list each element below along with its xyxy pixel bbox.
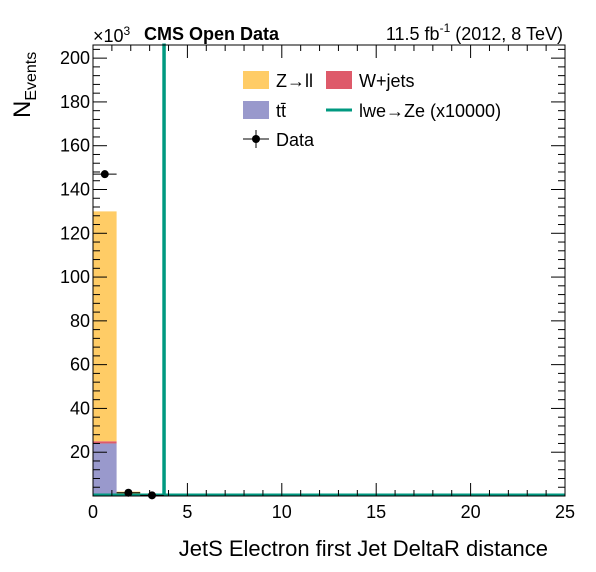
y-tick-label: 140: [60, 179, 90, 199]
y-axis-title: NEvents: [9, 52, 40, 118]
y-tick-label: 120: [60, 223, 90, 243]
legend-label-3: lwe→Ze (x10000): [359, 101, 501, 121]
legend-marker-4: [252, 135, 260, 143]
y-tick-label: 60: [70, 355, 90, 375]
x-tick-label: 0: [88, 502, 98, 522]
legend-swatch-0: [243, 71, 269, 89]
legend-label-2: tt̄: [276, 101, 286, 121]
legend-swatch-2: [243, 101, 269, 119]
x-tick-label: 25: [555, 502, 575, 522]
chart-title-left: CMS Open Data: [144, 24, 280, 44]
legend: Z→ll W+jets tt̄ lwe→Ze (x10000) Data: [243, 71, 501, 150]
x-tick-label: 5: [182, 502, 192, 522]
multiplier-label: ×103: [93, 24, 131, 46]
bar-1-0: [93, 441, 117, 444]
data-point-0: [100, 170, 109, 179]
axis-ticks: 0 5 10 15 20 25 20 40 60 80 100 120 140 160 180 200: [60, 45, 575, 522]
x-tick-label: 10: [272, 502, 292, 522]
y-tick-label: 200: [60, 48, 90, 68]
y-tick-label: 40: [70, 398, 90, 418]
plot-frame: [92, 44, 566, 497]
chart-title-right: 11.5 fb-1 (2012, 8 TeV): [386, 21, 563, 44]
legend-label-4: Data: [276, 130, 315, 150]
svg-text:NEvents: NEvents: [9, 52, 40, 118]
y-tick-label: 160: [60, 136, 90, 156]
x-axis-title: JetS Electron first Jet DeltaR distance: [179, 536, 548, 561]
legend-label-0: Z→ll: [276, 71, 313, 91]
y-tick-label: 80: [70, 311, 90, 331]
y-tick-label: 20: [70, 442, 90, 462]
x-tick-label: 15: [366, 502, 386, 522]
y-tick-label: 100: [60, 267, 90, 287]
legend-label-1: W+jets: [359, 71, 415, 91]
bars-layer: [93, 211, 164, 497]
plot-border: [92, 44, 566, 497]
y-tick-label: 180: [60, 92, 90, 112]
x-tick-label: 20: [461, 502, 481, 522]
bar-2-0: [93, 211, 117, 442]
legend-swatch-1: [326, 71, 352, 89]
bar-0-0: [93, 443, 117, 496]
